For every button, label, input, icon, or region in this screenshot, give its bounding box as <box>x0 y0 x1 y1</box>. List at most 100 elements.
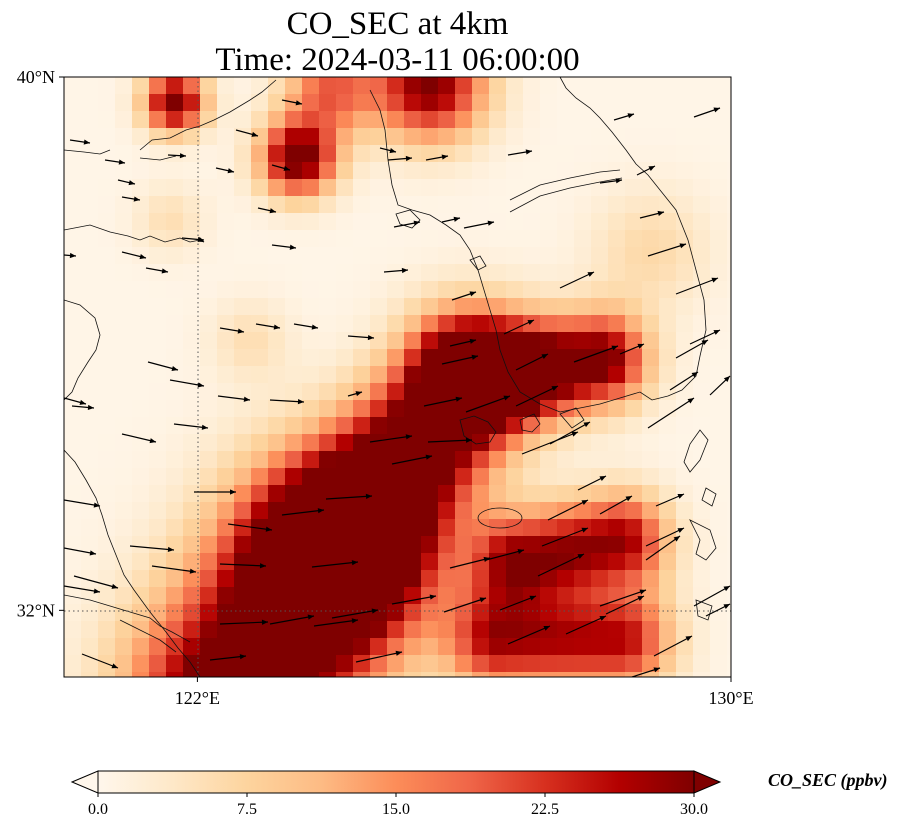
field-cell <box>659 196 677 214</box>
field-cell <box>523 587 541 605</box>
field-cell <box>404 247 422 265</box>
field-cell <box>234 383 252 401</box>
field-cell <box>217 230 235 248</box>
field-cell <box>353 468 371 486</box>
field-cell <box>268 77 286 95</box>
field-cell <box>149 77 167 95</box>
field-cell <box>251 281 269 299</box>
field-cell <box>251 162 269 180</box>
field-cell <box>302 434 320 452</box>
field-cell <box>132 230 150 248</box>
field-cell <box>472 536 490 554</box>
field-cell <box>574 553 592 571</box>
colorbar-ticks: 0.0 7.5 15.0 22.5 30.0 <box>88 793 708 818</box>
field-cell <box>217 264 235 282</box>
field-cell <box>353 366 371 384</box>
field-cell <box>81 655 99 673</box>
field-cell <box>659 604 677 622</box>
field-cell <box>608 230 626 248</box>
field-cell <box>591 128 609 146</box>
field-cell <box>710 434 728 452</box>
field-cell <box>421 621 439 639</box>
field-cell <box>234 315 252 333</box>
field-cell <box>268 281 286 299</box>
wind-arrow <box>631 667 661 677</box>
field-cell <box>149 298 167 316</box>
field-cell <box>472 451 490 469</box>
wind-arrow <box>215 167 235 174</box>
field-cell <box>183 162 201 180</box>
field-cell <box>268 587 286 605</box>
field-cell <box>710 111 728 129</box>
field-cell <box>183 77 201 95</box>
field-cell <box>625 77 643 95</box>
field-cell <box>370 264 388 282</box>
field-cell <box>370 502 388 520</box>
field-cell <box>149 434 167 452</box>
field-cell <box>404 349 422 367</box>
field-cell <box>574 213 592 231</box>
field-cell <box>302 349 320 367</box>
field-cell <box>608 94 626 112</box>
field-cell <box>64 587 82 605</box>
field-cell <box>523 145 541 163</box>
field-cell <box>387 332 405 350</box>
field-cell <box>234 128 252 146</box>
field-cell <box>574 451 592 469</box>
field-cell <box>489 570 507 588</box>
field-cell <box>676 366 694 384</box>
field-cell <box>642 213 660 231</box>
field-cell <box>98 94 116 112</box>
field-cell <box>506 621 524 639</box>
wind-arrow <box>449 338 477 347</box>
wind-arrow <box>383 267 409 274</box>
field-cell <box>523 349 541 367</box>
field-cell <box>183 570 201 588</box>
field-cell <box>591 451 609 469</box>
field-cell <box>285 553 303 571</box>
wind-arrow <box>541 527 589 547</box>
field-cell <box>523 281 541 299</box>
field-cell <box>98 519 116 537</box>
field-cell <box>438 179 456 197</box>
field-cell <box>217 196 235 214</box>
field-cell <box>319 298 337 316</box>
field-cell <box>574 434 592 452</box>
field-cell <box>574 230 592 248</box>
field-cell <box>353 587 371 605</box>
field-cell <box>132 485 150 503</box>
field-cell <box>336 672 354 677</box>
field-cell <box>166 332 184 350</box>
field-cell <box>591 553 609 571</box>
field-cell <box>676 638 694 656</box>
field-cell <box>642 468 660 486</box>
field-cell <box>285 77 303 95</box>
field-cell <box>166 145 184 163</box>
field-cell <box>98 553 116 571</box>
field-cell <box>370 553 388 571</box>
field-cell <box>268 417 286 435</box>
field-cell <box>540 604 558 622</box>
field-cell <box>370 162 388 180</box>
field-cell <box>319 587 337 605</box>
field-cell <box>353 145 371 163</box>
field-cell <box>574 145 592 163</box>
field-cell <box>506 672 524 677</box>
field-cell <box>591 281 609 299</box>
field-cell <box>727 230 731 248</box>
field-cell <box>132 536 150 554</box>
field-cell <box>472 247 490 265</box>
field-cell <box>64 111 82 129</box>
field-cell <box>693 298 711 316</box>
field-cell <box>676 111 694 129</box>
field-cell <box>608 417 626 435</box>
field-cell <box>251 332 269 350</box>
field-cell <box>149 383 167 401</box>
field-cell <box>302 485 320 503</box>
field-cell <box>642 298 660 316</box>
field-cell <box>574 468 592 486</box>
field-cell <box>149 570 167 588</box>
field-cell <box>166 400 184 418</box>
field-cell <box>64 672 82 677</box>
field-cell <box>608 604 626 622</box>
